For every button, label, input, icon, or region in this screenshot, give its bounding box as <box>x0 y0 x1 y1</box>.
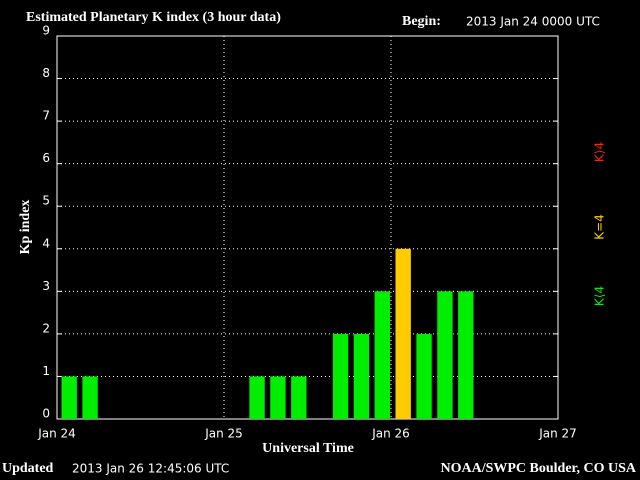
y-tick-label: 6 <box>42 151 50 165</box>
bar <box>61 376 77 419</box>
x-axis-label: Universal Time <box>262 441 354 456</box>
bar <box>374 291 390 419</box>
x-tick-label: Jan 27 <box>538 427 577 441</box>
chart-title: Estimated Planetary K index (3 hour data… <box>26 10 281 25</box>
bar <box>416 333 432 419</box>
updated-label: Updated <box>2 461 54 476</box>
bar <box>291 376 307 419</box>
bar <box>458 291 474 419</box>
bar <box>437 291 453 419</box>
updated-date: 2013 Jan 26 12:45:06 UTC <box>72 462 229 476</box>
y-tick-label: 1 <box>42 364 50 378</box>
bar <box>249 376 265 419</box>
y-axis-label: Kp index <box>18 200 33 255</box>
bar <box>395 248 411 419</box>
y-tick-label: 3 <box>42 279 50 293</box>
y-tick-label: 7 <box>42 109 50 123</box>
bar <box>270 376 286 419</box>
bar <box>82 376 98 419</box>
bar <box>332 333 349 419</box>
y-tick-label: 2 <box>42 321 50 335</box>
legend-entry: K=4 <box>593 214 607 240</box>
bar <box>353 333 370 419</box>
source: NOAA/SWPC Boulder, CO USA <box>440 461 636 476</box>
y-tick-label: 8 <box>42 66 50 80</box>
y-tick-label: 5 <box>42 194 50 208</box>
begin-date: 2013 Jan 24 0000 UTC <box>466 15 600 29</box>
y-tick-label: 4 <box>42 236 50 250</box>
legend-entry: K⟩4 <box>593 142 607 162</box>
x-tick-label: Jan 26 <box>371 427 410 441</box>
begin-label: Begin: <box>402 14 441 29</box>
plot-frame <box>56 35 559 420</box>
x-tick-label: Jan 24 <box>37 427 76 441</box>
y-tick-label: 0 <box>42 407 50 421</box>
y-tick-label: 9 <box>42 24 50 38</box>
x-tick-label: Jan 25 <box>204 427 243 441</box>
legend-entry: K⟨4 <box>593 286 607 306</box>
